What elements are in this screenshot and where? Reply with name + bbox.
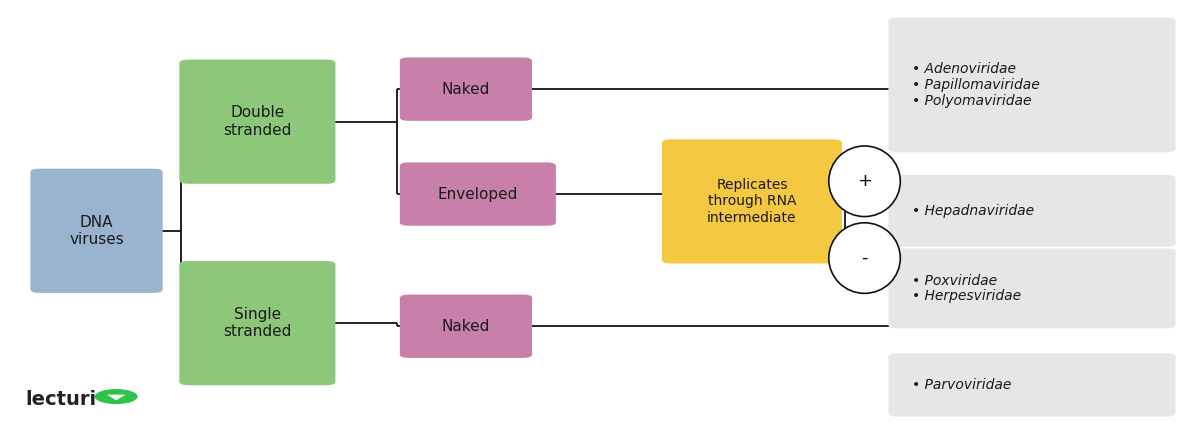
Text: +: + bbox=[857, 172, 872, 190]
Text: • Herpesviridae: • Herpesviridae bbox=[912, 289, 1021, 303]
FancyBboxPatch shape bbox=[888, 248, 1176, 329]
Circle shape bbox=[95, 389, 138, 404]
FancyBboxPatch shape bbox=[400, 294, 532, 358]
Text: Double
stranded: Double stranded bbox=[223, 105, 292, 138]
FancyBboxPatch shape bbox=[400, 57, 532, 121]
Text: Single
stranded: Single stranded bbox=[223, 307, 292, 339]
FancyBboxPatch shape bbox=[662, 139, 842, 264]
FancyBboxPatch shape bbox=[888, 175, 1176, 247]
Text: • Polyomaviridae: • Polyomaviridae bbox=[912, 94, 1032, 108]
Text: lecturi: lecturi bbox=[25, 390, 97, 409]
Text: • Parvoviridae: • Parvoviridae bbox=[912, 378, 1012, 392]
FancyBboxPatch shape bbox=[888, 18, 1176, 152]
Text: • Hepadnaviridae: • Hepadnaviridae bbox=[912, 204, 1034, 218]
Ellipse shape bbox=[829, 223, 900, 293]
Text: • Adenoviridae: • Adenoviridae bbox=[912, 62, 1016, 76]
Text: Enveloped: Enveloped bbox=[438, 187, 518, 202]
Text: Replicates
through RNA
intermediate: Replicates through RNA intermediate bbox=[707, 178, 797, 225]
Text: -: - bbox=[862, 249, 868, 267]
Text: • Papillomaviridae: • Papillomaviridae bbox=[912, 78, 1040, 92]
Text: DNA
viruses: DNA viruses bbox=[70, 214, 124, 247]
FancyBboxPatch shape bbox=[888, 354, 1176, 417]
Polygon shape bbox=[107, 395, 126, 400]
FancyBboxPatch shape bbox=[179, 261, 336, 385]
Text: Naked: Naked bbox=[442, 82, 490, 97]
Text: Naked: Naked bbox=[442, 319, 490, 334]
FancyBboxPatch shape bbox=[179, 59, 336, 184]
FancyBboxPatch shape bbox=[30, 169, 163, 293]
FancyBboxPatch shape bbox=[400, 162, 556, 226]
Text: • Poxviridae: • Poxviridae bbox=[912, 273, 997, 288]
Ellipse shape bbox=[829, 146, 900, 217]
